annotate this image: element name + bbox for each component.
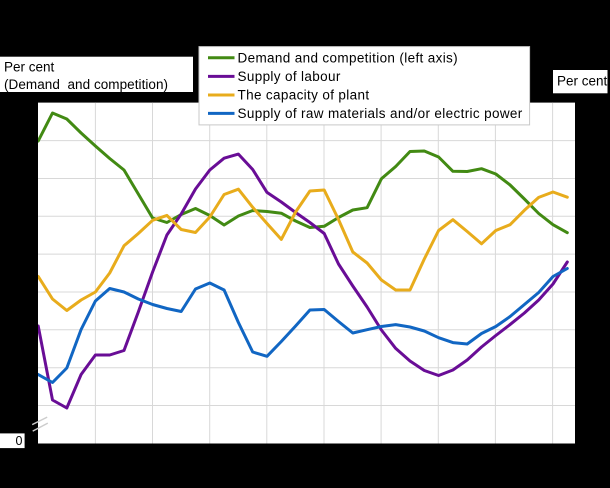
svg-text:Supply of raw materials and/or: Supply of raw materials and/or electric … [238, 106, 523, 121]
svg-text:The capacity of plant: The capacity of plant [238, 88, 370, 103]
svg-text:Demand and competition (left a: Demand and competition (left axis) [238, 50, 459, 65]
svg-text:Per cent: Per cent [4, 60, 55, 75]
svg-text:Supply of labour: Supply of labour [238, 69, 341, 84]
svg-text:Per cent: Per cent [557, 74, 608, 89]
svg-text:(Demand and competition): (Demand and competition) [4, 77, 168, 92]
svg-text:0: 0 [16, 434, 23, 448]
